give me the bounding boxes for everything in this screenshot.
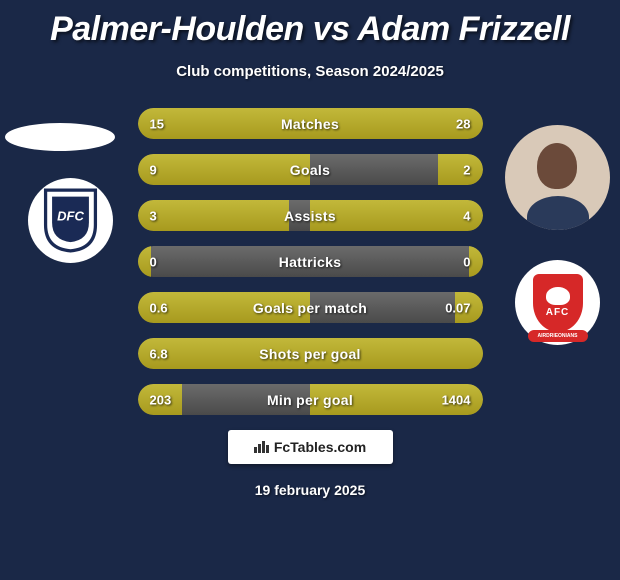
brand-badge[interactable]: FcTables.com [228, 430, 393, 464]
stat-row: 3 4 Assists [138, 200, 483, 231]
page-subtitle: Club competitions, Season 2024/2025 [0, 63, 620, 80]
bar-left [138, 200, 290, 231]
stat-row: 0 0 Hattricks [138, 246, 483, 277]
stat-value-right: 0 [463, 254, 470, 269]
stat-value-left: 203 [150, 392, 172, 407]
stat-value-right: 1404 [442, 392, 471, 407]
stat-value-left: 0.6 [150, 300, 168, 315]
brand-text: FcTables.com [274, 439, 366, 455]
footer-date: 19 february 2025 [0, 482, 620, 498]
stat-label: Shots per goal [259, 346, 360, 362]
stat-value-right: 2 [463, 162, 470, 177]
stats-panel: 15 28 Matches 9 2 Goals 3 4 Assists 0 0 Hattricks 0.… [0, 108, 620, 415]
bar-right [438, 154, 483, 185]
stat-label: Min per goal [267, 392, 353, 408]
stats-bars: 15 28 Matches 9 2 Goals 3 4 Assists 0 0 Hattricks 0.… [138, 108, 483, 415]
stat-row: 203 1404 Min per goal [138, 384, 483, 415]
stat-row: 0.6 0.07 Goals per match [138, 292, 483, 323]
page-title: Palmer-Houlden vs Adam Frizzell [0, 0, 620, 49]
stat-value-left: 3 [150, 208, 157, 223]
stat-label: Goals per match [253, 300, 367, 316]
stat-label: Matches [281, 116, 339, 132]
stat-label: Goals [290, 162, 330, 178]
stat-label: Assists [284, 208, 336, 224]
stat-label: Hattricks [279, 254, 342, 270]
stat-row: 9 2 Goals [138, 154, 483, 185]
chart-icon [254, 439, 270, 456]
stat-value-right: 0.07 [445, 300, 470, 315]
stat-value-left: 9 [150, 162, 157, 177]
stat-value-right: 4 [463, 208, 470, 223]
stat-value-right: 28 [456, 116, 470, 131]
stat-row: 15 28 Matches [138, 108, 483, 139]
stat-row: 6.8 Shots per goal [138, 338, 483, 369]
bar-right [469, 246, 483, 277]
bar-left [138, 154, 311, 185]
stat-value-left: 6.8 [150, 346, 168, 361]
stat-value-left: 0 [150, 254, 157, 269]
stat-value-left: 15 [150, 116, 164, 131]
